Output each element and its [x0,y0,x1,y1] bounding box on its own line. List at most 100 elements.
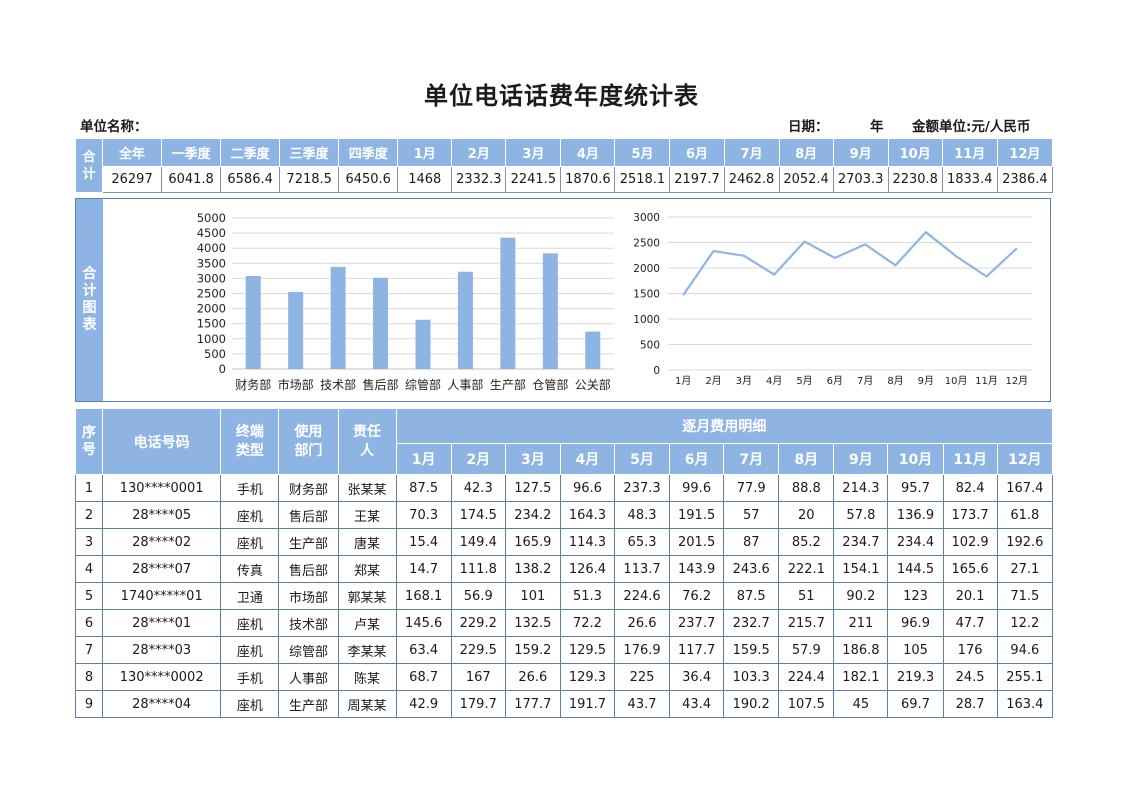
month-value-cell: 176.9 [613,636,671,664]
terminal-cell: 手机 [220,663,280,691]
terminal-cell: 座机 [220,690,280,718]
bar [542,253,558,369]
month-value-cell: 57.9 [778,636,835,664]
summary-value-cell: 6450.6 [338,166,399,193]
month-value-cell: 12.2 [996,609,1054,637]
month-value-cell: 99.6 [669,474,725,502]
month-value-cell: 103.3 [723,663,780,691]
month-value-cell: 167 [450,663,506,691]
summary-value-cell: 2230.8 [887,166,943,193]
month-value-cell: 132.5 [504,609,561,637]
x-tick-label: 1月 [675,375,691,387]
month-value-cell: 129.3 [559,663,615,691]
x-tick-label: 财务部 [235,377,271,392]
series-line [682,231,1018,296]
dept-cell: 市场部 [278,582,339,610]
month-value-cell: 43.7 [613,690,671,718]
month-value-cell: 14.7 [395,555,452,583]
month-value-cell: 168.1 [395,582,452,610]
month-value-cell: 113.7 [613,555,671,583]
table-row: 4 28****07 传真 售后部 郑某 14.7 111.8 138.2 126.4 113.7… [74,555,1054,583]
summary-header-cell: 四季度 [338,138,399,167]
month-value-cell: 191.5 [669,501,725,529]
header-month: 6月 [669,443,725,475]
month-value-cell: 165.6 [942,555,998,583]
summary-value-cell: 2518.1 [614,166,671,193]
month-value-cell: 163.4 [996,690,1054,718]
month-value-cell: 101 [504,582,561,610]
month-value-cell: 95.7 [887,474,944,502]
x-tick-label: 10月 [945,375,968,387]
month-value-cell: 51.3 [559,582,615,610]
header-month: 7月 [723,443,780,475]
x-tick-label: 技术部 [320,377,356,392]
month-value-cell: 36.4 [669,663,725,691]
month-value-cell: 167.4 [996,474,1054,502]
x-tick-label: 生产部 [490,377,526,392]
x-tick-label: 5月 [796,375,812,387]
month-value-cell: 154.1 [833,555,889,583]
dept-cell: 技术部 [278,609,339,637]
month-value-cell: 224.6 [613,582,671,610]
dept-cell: 财务部 [278,474,339,502]
y-tick-label: 1000 [197,332,226,346]
summary-value-cell: 6586.4 [220,166,281,193]
table-row: 2 28****05 座机 售后部 王某 70.3 174.5 234.2 164.3 48.3 1… [74,501,1054,529]
phone-cell: 1740*****01 [102,582,222,610]
summary-value-cell: 2052.4 [778,166,834,193]
y-tick-label: 1000 [633,314,660,326]
month-value-cell: 107.5 [778,690,835,718]
summary-header-cell: 11月 [941,138,998,167]
month-value-cell: 186.8 [833,636,889,664]
y-tick-label: 500 [640,340,660,352]
header-month: 1月 [395,443,452,475]
month-value-cell: 219.3 [887,663,944,691]
month-value-cell: 88.8 [778,474,835,502]
bar [330,266,346,369]
summary-value-cell: 1833.4 [941,166,998,193]
summary-value-cell: 7218.5 [279,166,340,193]
month-value-cell: 232.7 [723,609,780,637]
summary-value-cell: 2241.5 [505,166,562,193]
month-value-cell: 237.3 [613,474,671,502]
owner-cell: 唐某 [337,528,397,556]
month-value-cell: 182.1 [833,663,889,691]
dept-cell: 综管部 [278,636,339,664]
phone-cell: 28****03 [102,636,222,664]
y-tick-label: 3500 [197,256,226,270]
owner-cell: 周某某 [337,690,397,718]
summary-value-cell: 2332.3 [451,166,507,193]
month-value-cell: 57.8 [833,501,889,529]
x-tick-label: 市场部 [278,377,314,392]
table-row: 6 28****01 座机 技术部 卢某 145.6 229.2 132.5 72.2 26.6 2… [74,609,1054,637]
summary-header-cell: 二季度 [220,138,281,167]
month-value-cell: 87.5 [723,582,780,610]
y-tick-label: 5000 [197,211,226,225]
summary-header-cell: 12月 [996,138,1054,167]
x-tick-label: 9月 [918,375,934,387]
owner-cell: 郭某某 [337,582,397,610]
month-value-cell: 176 [942,636,998,664]
summary-value-cell: 1468 [397,166,453,193]
header-phone: 电话号码 [102,408,222,475]
month-value-cell: 179.7 [450,690,506,718]
seq-cell: 6 [74,609,104,637]
dept-cell: 生产部 [278,690,339,718]
month-value-cell: 71.5 [996,582,1054,610]
date-label: 日期： [788,119,829,135]
month-value-cell: 68.7 [395,663,452,691]
month-value-cell: 174.5 [450,501,506,529]
month-value-cell: 72.2 [559,609,615,637]
y-tick-label: 0 [219,362,226,376]
month-value-cell: 56.9 [450,582,506,610]
month-value-cell: 138.2 [504,555,561,583]
seq-cell: 7 [74,636,104,664]
chart-panel: 合计图表 0 500 1000 1500 2000 2500 3000 3500 4000 450… [75,198,1051,402]
month-value-cell: 15.4 [395,528,452,556]
month-value-cell: 165.9 [504,528,561,556]
month-value-cell: 48.3 [613,501,671,529]
header-owner: 责任人 [337,408,397,475]
month-value-cell: 47.7 [942,609,998,637]
terminal-cell: 座机 [220,528,280,556]
summary-header-cell: 4月 [560,138,616,167]
